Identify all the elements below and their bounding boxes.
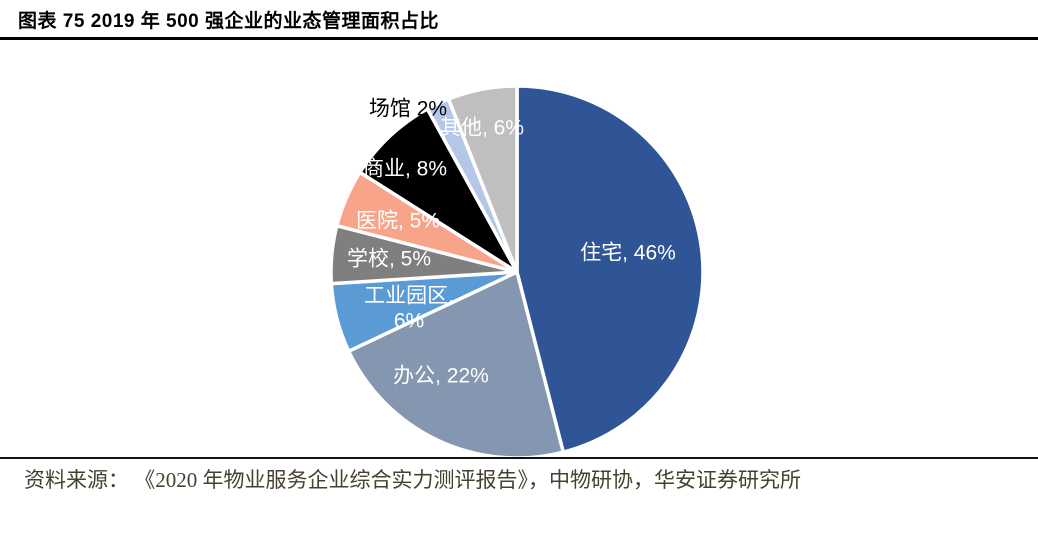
pie-labels-group: 住宅, 46% 办公, 22% 工业园区,6% 学校, 5% 医院, 5% 商业, 8% 场…: [347, 98, 676, 388]
pie-label-residential: 住宅, 46%: [580, 242, 676, 265]
pie-chart-area: 住宅, 46% 办公, 22% 工业园区, 6% 学校, 5% 医院, 5% 商业, 8% 场…: [0, 40, 1038, 460]
pie-label-industrial-park-line2: 6%: [394, 310, 424, 333]
pie-label-hospital: 医院, 5%: [356, 210, 440, 233]
pie-slice-commercial: [358, 107, 519, 274]
pie-slices-group: [329, 84, 705, 460]
pie-slice-other: [446, 84, 519, 274]
title-divider: [0, 37, 1038, 40]
pie-slice-residential: [515, 84, 705, 454]
pie-label-industrial-park-line1: 工业园区,: [364, 285, 454, 308]
pie-label-school: 学校, 5%: [347, 248, 431, 271]
page-title: 图表 75 2019 年 500 强企业的业态管理面积占比: [18, 11, 439, 32]
pie-chart: 住宅, 46% 办公, 22% 工业园区,6% 学校, 5% 医院, 5% 商业, 8% 场…: [329, 84, 705, 460]
source-note: 资料来源： 《2020 年物业服务企业综合实力测评报告》，中物研协，华安证券研究…: [24, 468, 801, 492]
pie-label-commercial: 商业, 8%: [363, 158, 447, 181]
pie-label-office: 办公, 22%: [393, 365, 489, 388]
pie-label-other: 其他, 6%: [440, 117, 524, 140]
pie-label-venue: 场馆 2%: [369, 98, 447, 121]
footer-divider: [0, 457, 1038, 459]
pie-slice-office: [346, 270, 566, 460]
